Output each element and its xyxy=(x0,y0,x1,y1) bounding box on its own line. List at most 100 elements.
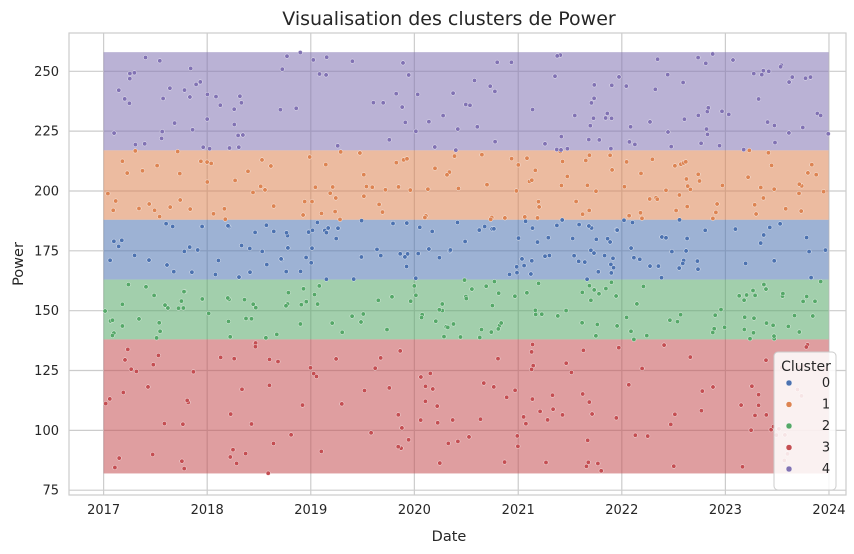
data-point xyxy=(297,321,303,327)
data-point xyxy=(591,95,597,101)
data-point xyxy=(710,215,716,221)
data-point xyxy=(524,155,530,161)
data-point xyxy=(143,55,148,60)
data-point xyxy=(406,437,411,443)
data-point xyxy=(542,253,548,259)
data-point xyxy=(698,140,704,146)
data-point xyxy=(335,225,341,231)
data-point xyxy=(656,263,661,269)
data-point xyxy=(382,187,388,193)
data-point xyxy=(508,59,514,65)
data-point xyxy=(587,283,592,289)
data-point xyxy=(268,163,274,169)
data-point xyxy=(628,328,634,334)
data-point xyxy=(647,119,653,125)
data-point xyxy=(654,196,660,202)
data-point xyxy=(315,301,320,307)
data-point xyxy=(380,100,386,106)
data-point xyxy=(212,272,218,277)
data-point xyxy=(306,229,311,235)
data-point xyxy=(621,217,627,223)
data-point xyxy=(319,210,324,216)
data-point xyxy=(234,460,240,466)
data-point xyxy=(491,279,497,284)
data-point xyxy=(536,199,541,205)
data-point xyxy=(571,253,577,259)
data-point xyxy=(603,115,608,121)
data-point xyxy=(463,296,469,301)
data-point xyxy=(422,215,428,220)
x-axis-label: Date xyxy=(432,529,467,545)
data-point xyxy=(132,252,138,258)
data-point xyxy=(462,277,467,283)
data-point xyxy=(439,301,445,307)
data-point xyxy=(713,209,719,215)
data-point xyxy=(360,311,366,317)
data-point xyxy=(672,163,678,169)
data-point xyxy=(172,120,178,126)
x-tick-label: 2020 xyxy=(398,503,431,518)
data-point xyxy=(425,186,431,192)
data-point xyxy=(717,143,722,149)
data-point xyxy=(307,154,313,160)
data-point xyxy=(479,327,484,332)
data-point xyxy=(285,245,291,251)
data-point xyxy=(279,66,285,72)
data-point xyxy=(384,327,390,332)
data-point xyxy=(206,310,212,316)
data-point xyxy=(245,168,251,174)
data-point xyxy=(631,255,637,261)
data-point xyxy=(684,176,689,182)
data-point xyxy=(445,440,451,446)
data-point xyxy=(363,184,369,189)
data-point xyxy=(663,187,669,193)
data-point xyxy=(284,53,290,59)
data-point xyxy=(756,392,761,398)
data-point xyxy=(605,236,610,242)
data-point xyxy=(586,399,592,405)
data-point xyxy=(415,92,421,97)
data-point xyxy=(624,314,629,320)
data-point xyxy=(622,184,627,190)
data-point xyxy=(361,193,367,199)
data-point xyxy=(616,74,622,80)
data-point xyxy=(120,390,126,395)
data-point xyxy=(447,247,453,253)
y-tick-label: 175 xyxy=(34,244,59,259)
data-point xyxy=(609,82,615,88)
data-point xyxy=(264,262,270,267)
data-point xyxy=(516,235,521,241)
data-point xyxy=(676,265,682,271)
data-point xyxy=(611,265,616,271)
data-point xyxy=(177,171,183,177)
x-tick-label: 2023 xyxy=(709,503,742,518)
data-point xyxy=(165,305,171,311)
data-point xyxy=(325,225,331,231)
data-point xyxy=(314,374,319,379)
data-point xyxy=(154,335,160,341)
data-point xyxy=(204,116,210,122)
x-tick-label: 2024 xyxy=(812,503,845,518)
data-point xyxy=(243,316,249,321)
data-point xyxy=(120,323,125,329)
data-point xyxy=(131,70,137,76)
data-point xyxy=(277,107,283,113)
data-point xyxy=(445,324,451,330)
data-point xyxy=(423,383,428,389)
data-point xyxy=(228,411,234,417)
data-point xyxy=(759,72,765,78)
data-point xyxy=(579,320,585,326)
data-point xyxy=(190,127,196,133)
data-point xyxy=(589,411,595,417)
data-point xyxy=(124,170,130,176)
data-point xyxy=(316,283,322,289)
data-point xyxy=(669,249,675,255)
data-point xyxy=(576,222,582,228)
data-point xyxy=(285,290,291,296)
data-point xyxy=(406,72,412,78)
data-point xyxy=(181,289,187,295)
data-point xyxy=(677,192,682,198)
data-point xyxy=(358,319,364,325)
data-point xyxy=(432,144,438,150)
